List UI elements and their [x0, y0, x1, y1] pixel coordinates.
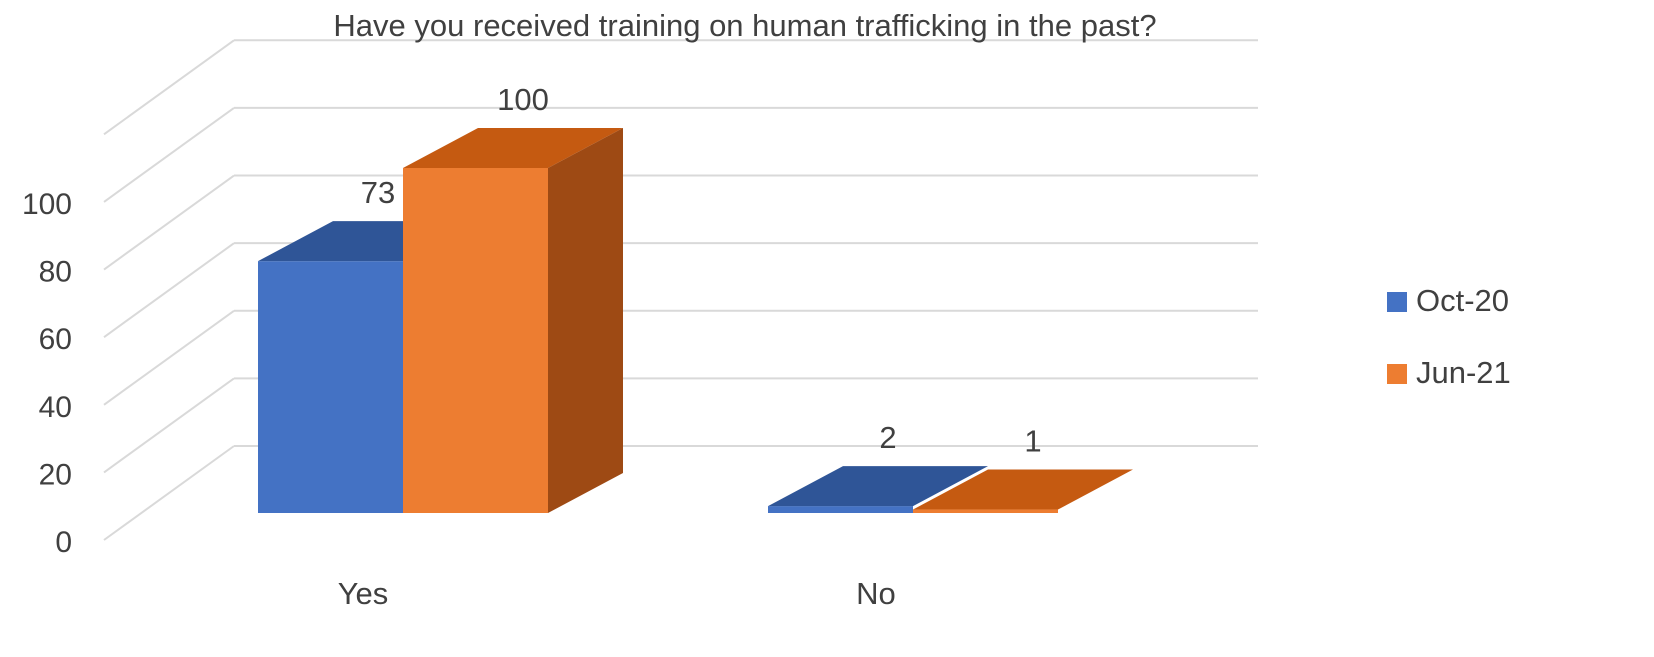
- y-tick-label: 80: [39, 256, 72, 289]
- legend-swatch: [1387, 364, 1407, 384]
- data-label: 100: [497, 82, 549, 117]
- legend-swatch: [1387, 292, 1407, 312]
- legend-label: Jun-21: [1416, 355, 1511, 390]
- y-tick-label: 20: [39, 458, 72, 491]
- gridline-diagonal: [103, 309, 235, 406]
- y-tick-label: 40: [39, 391, 72, 424]
- gridline-diagonal: [103, 174, 235, 271]
- gridline-diagonal: [103, 39, 235, 136]
- data-label: 2: [879, 420, 896, 455]
- legend-label: Oct-20: [1416, 283, 1509, 318]
- bar-top-Oct-20-No: [768, 466, 988, 507]
- gridline-diagonal: [103, 107, 235, 203]
- bar-top-Jun-21-No: [913, 469, 1133, 510]
- bar-front-Oct-20-No: [768, 506, 913, 513]
- category-label: Yes: [338, 576, 389, 611]
- bar-top-Jun-21-Yes: [403, 128, 623, 168]
- y-tick-label: 60: [39, 323, 72, 356]
- gridline-diagonal: [103, 377, 235, 474]
- y-tick-label: 0: [55, 526, 72, 559]
- bar-front-Jun-21-Yes: [403, 168, 548, 513]
- chart-title: Have you received training on human traf…: [333, 8, 1156, 43]
- y-tick-label: 100: [22, 188, 72, 221]
- category-label: No: [856, 576, 896, 611]
- labels: 0 20 40 60 80 100 73 100 2 1 Yes No Oct-20 Jun-21: [22, 82, 1511, 611]
- gridline-diagonal: [103, 242, 235, 338]
- gridline-diagonal: [103, 445, 235, 541]
- bar-side-Jun-21-Yes: [548, 128, 623, 513]
- bar-front-Oct-20-Yes: [258, 261, 403, 513]
- data-label: 73: [361, 175, 395, 210]
- data-label: 1: [1024, 424, 1041, 459]
- bars: [258, 128, 1133, 513]
- bar-front-Jun-21-No: [913, 509, 1058, 513]
